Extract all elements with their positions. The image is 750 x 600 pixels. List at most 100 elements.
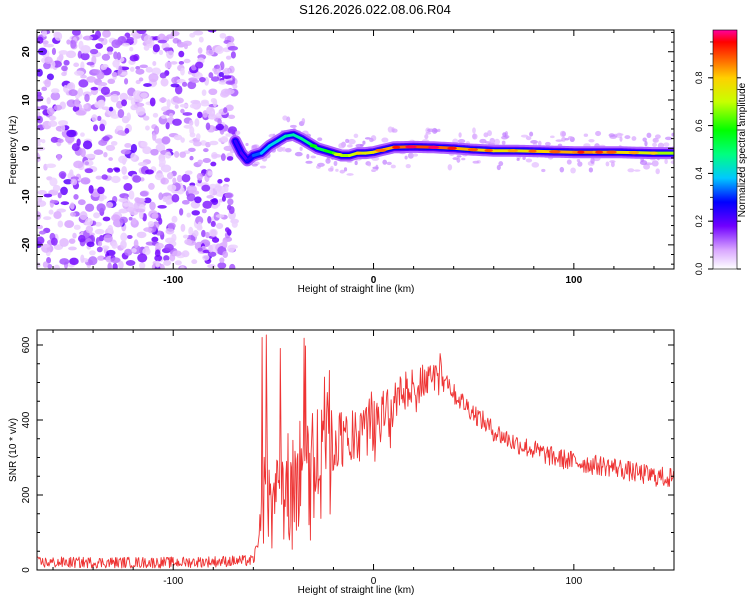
noise-blob bbox=[110, 114, 120, 119]
noise-blob bbox=[50, 88, 60, 94]
ridge-halo bbox=[347, 144, 353, 148]
ridge-peak bbox=[577, 150, 585, 154]
noise-blob bbox=[191, 210, 200, 216]
noise-blob bbox=[154, 254, 163, 262]
noise-blob bbox=[37, 36, 44, 44]
noise-blob bbox=[66, 82, 74, 90]
noise-blob bbox=[197, 159, 203, 165]
ridge-halo bbox=[392, 128, 398, 133]
y-tick-label: 200 bbox=[21, 486, 32, 503]
noise-blob bbox=[209, 187, 214, 197]
spectrogram-marks bbox=[37, 30, 674, 269]
noise-blob bbox=[97, 186, 105, 195]
noise-blob bbox=[80, 148, 86, 158]
noise-blob bbox=[66, 129, 77, 138]
noise-blob bbox=[218, 71, 224, 77]
noise-blob bbox=[232, 84, 238, 89]
noise-blob bbox=[139, 190, 149, 197]
noise-blob bbox=[224, 227, 230, 233]
noise-blob bbox=[209, 140, 219, 146]
ridge-halo bbox=[610, 161, 615, 168]
noise-blob bbox=[154, 173, 165, 181]
noise-blob bbox=[161, 114, 167, 119]
noise-blob bbox=[170, 83, 180, 88]
noise-blob bbox=[157, 204, 167, 209]
noise-blob bbox=[164, 151, 172, 159]
noise-blob bbox=[65, 50, 77, 59]
noise-blob bbox=[208, 72, 214, 79]
noise-blob bbox=[180, 108, 185, 114]
noise-blob bbox=[97, 81, 108, 87]
noise-blob bbox=[134, 197, 141, 203]
noise-blob bbox=[151, 81, 157, 86]
noise-blob bbox=[128, 216, 133, 221]
ridge-halo bbox=[317, 162, 325, 167]
noise-blob bbox=[102, 136, 110, 142]
noise-blob bbox=[93, 212, 100, 219]
noise-blob bbox=[166, 49, 174, 59]
noise-blob bbox=[189, 155, 194, 161]
noise-blob bbox=[37, 138, 43, 144]
noise-blob bbox=[130, 104, 138, 111]
noise-blob bbox=[193, 140, 202, 147]
noise-blob bbox=[183, 43, 188, 50]
ridge-peak bbox=[374, 148, 387, 153]
noise-blob bbox=[63, 59, 70, 66]
noise-blob bbox=[100, 64, 108, 71]
noise-blob bbox=[49, 115, 57, 121]
snr-xlabel: Height of straight line (km) bbox=[298, 585, 415, 596]
ridge-halo bbox=[567, 136, 574, 140]
noise-blob bbox=[47, 263, 53, 269]
noise-blob bbox=[211, 197, 219, 206]
noise-blob bbox=[172, 177, 177, 184]
noise-blob bbox=[46, 256, 52, 264]
noise-blob bbox=[66, 99, 77, 108]
noise-blob bbox=[184, 238, 193, 245]
noise-blob bbox=[130, 143, 138, 153]
noise-blob bbox=[110, 175, 121, 184]
noise-blob bbox=[128, 190, 135, 200]
ridge-peak bbox=[333, 152, 343, 157]
noise-blob bbox=[71, 143, 80, 152]
noise-blob bbox=[163, 47, 174, 52]
noise-blob bbox=[84, 93, 90, 103]
noise-blob bbox=[91, 114, 98, 122]
noise-blob bbox=[173, 134, 183, 141]
noise-blob bbox=[222, 239, 228, 248]
noise-blob bbox=[75, 110, 86, 116]
noise-blob bbox=[112, 262, 118, 269]
ridge-halo bbox=[670, 160, 674, 165]
ridge-halo bbox=[529, 131, 534, 137]
noise-blob bbox=[223, 185, 229, 193]
noise-blob bbox=[126, 112, 131, 122]
noise-blob bbox=[73, 194, 79, 200]
spectrogram-frame bbox=[36, 29, 675, 270]
noise-blob bbox=[215, 214, 225, 218]
noise-blob bbox=[42, 40, 49, 45]
noise-blob bbox=[131, 248, 137, 253]
noise-blob bbox=[186, 212, 191, 218]
ridge-halo bbox=[456, 155, 462, 158]
ridge-halo bbox=[335, 168, 339, 172]
noise-blob bbox=[82, 140, 93, 150]
noise-blob bbox=[105, 144, 116, 152]
noise-blob bbox=[61, 65, 68, 72]
ridge-halo bbox=[325, 158, 331, 164]
noise-blob bbox=[158, 192, 164, 200]
noise-blob bbox=[159, 97, 167, 103]
noise-blob bbox=[142, 146, 152, 155]
noise-blob bbox=[124, 248, 133, 256]
ridge-peak bbox=[528, 149, 537, 153]
ridge-halo bbox=[461, 157, 466, 161]
noise-blob bbox=[211, 204, 219, 209]
noise-blob bbox=[93, 149, 104, 155]
noise-blob bbox=[119, 92, 129, 102]
ridge-halo bbox=[583, 133, 589, 137]
noise-blob bbox=[186, 193, 196, 202]
noise-blob bbox=[166, 34, 175, 39]
ridge-halo bbox=[652, 142, 658, 148]
noise-blob bbox=[105, 201, 114, 209]
noise-blob bbox=[160, 177, 169, 185]
ridge-halo bbox=[251, 163, 259, 167]
